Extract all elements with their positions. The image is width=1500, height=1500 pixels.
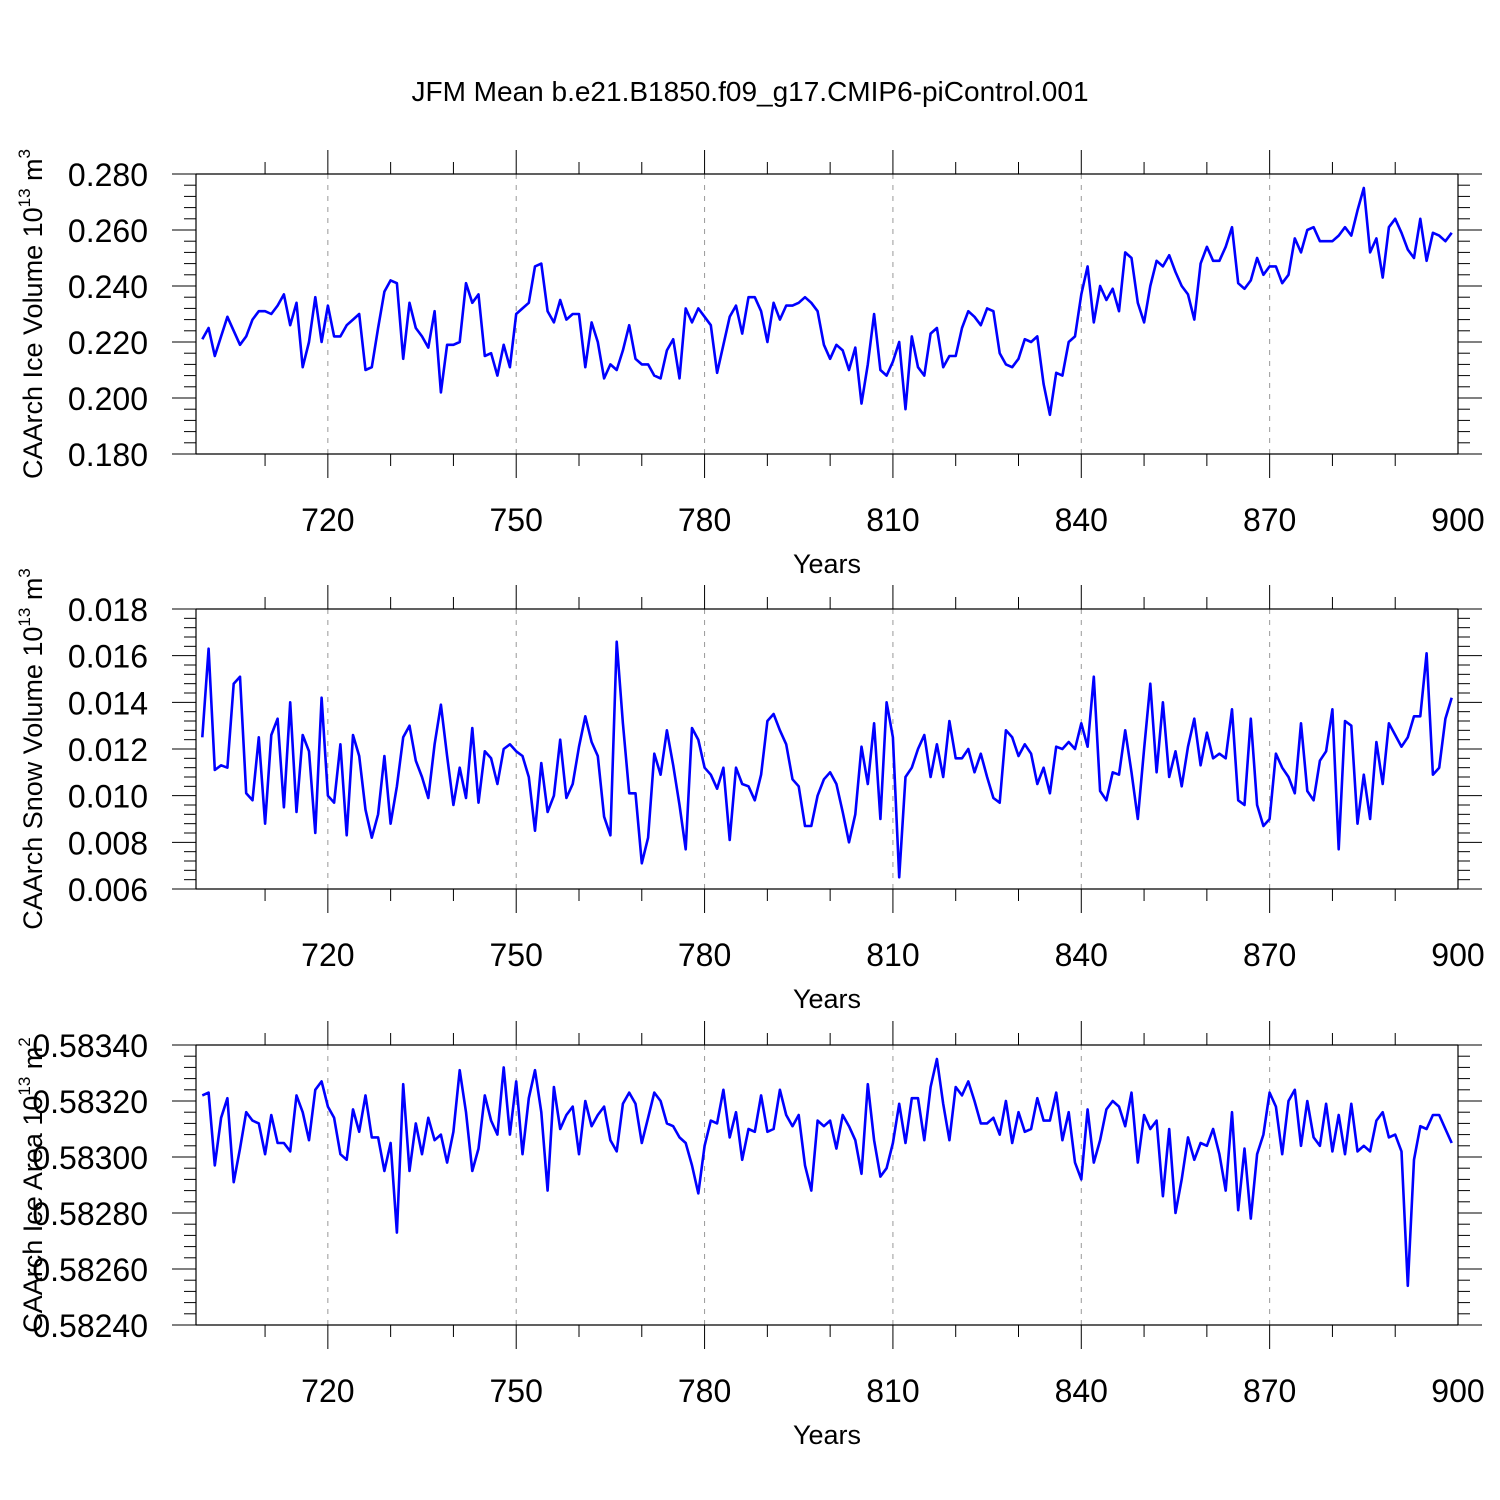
panel2-y-tick-label: 0.58240 xyxy=(32,1308,148,1344)
panel2-x-tick-label: 720 xyxy=(301,1373,354,1409)
panel1-x-tick-label: 840 xyxy=(1055,937,1108,973)
panel2-y-label-superscript: 2 xyxy=(15,1037,34,1046)
panel0-y-tick-label: 0.200 xyxy=(68,381,148,417)
panel2-x-tick-label: 810 xyxy=(866,1373,919,1409)
panel0-x-tick-label: 810 xyxy=(866,502,919,538)
panel1-x-tick-label: 900 xyxy=(1431,937,1484,973)
panel0-series-line xyxy=(201,186,1453,417)
panel1-y-label-superscript: 13 xyxy=(15,608,34,627)
panel0-x-tick-label: 840 xyxy=(1055,502,1108,538)
panel2-y-tick-label: 0.58340 xyxy=(32,1028,148,1064)
panel0-x-tick-label: 900 xyxy=(1431,502,1484,538)
panel2-x-tick-label: 750 xyxy=(490,1373,543,1409)
panel1-y-tick-label: 0.014 xyxy=(68,685,148,721)
panel0-x-tick-label: 780 xyxy=(678,502,731,538)
panel1-y-label-superscript: 3 xyxy=(15,568,34,577)
panel0-y-axis-label: CAArch Ice Volume 1013 m3 xyxy=(15,149,48,479)
panel1-series-line xyxy=(201,640,1453,879)
panel1-x-tick-label: 870 xyxy=(1243,937,1296,973)
panel0-x-tick-label: 870 xyxy=(1243,502,1296,538)
panel1-y-label-part: CAArch Snow Volume 10 xyxy=(18,627,48,930)
panel0-y-tick-label: 0.180 xyxy=(68,437,148,473)
panel1-y-tick-label: 0.012 xyxy=(68,732,148,768)
panel2-x-tick-label: 840 xyxy=(1055,1373,1108,1409)
panel2-x-axis-label: Years xyxy=(793,1420,861,1450)
panel0-y-label-superscript: 3 xyxy=(15,149,34,158)
panel1-y-tick-label: 0.008 xyxy=(68,825,148,861)
ice-volume-panel: 720 750 780 810 840 870 900 0.180 0.200 0.220 0.24… xyxy=(15,149,1485,579)
panel1-x-tick-label: 780 xyxy=(678,937,731,973)
chart-title: JFM Mean b.e21.B1850.f09_g17.CMIP6-piCon… xyxy=(411,76,1088,107)
panel0-y-label-part: CAArch Ice Volume 10 xyxy=(18,207,48,479)
panel0-x-tick-label: 750 xyxy=(490,502,543,538)
panel1-y-tick-label: 0.016 xyxy=(68,639,148,675)
panel1-x-tick-label: 750 xyxy=(490,937,543,973)
panel1-x-tick-label: 720 xyxy=(301,937,354,973)
panel1-y-axis-label: CAArch Snow Volume 1013 m3 xyxy=(15,568,48,930)
panel1-x-axis-label: Years xyxy=(793,984,861,1014)
panel2-y-axis-label: CAArch Ice Area 1013 m2 xyxy=(15,1037,48,1333)
panel1-x-tick-label: 810 xyxy=(866,937,919,973)
panel0-y-label-part: m xyxy=(18,158,48,188)
panel2-x-tick-label: 900 xyxy=(1431,1373,1484,1409)
panel0-y-tick-label: 0.280 xyxy=(68,157,148,193)
panel1-y-tick-label: 0.018 xyxy=(68,592,148,628)
panel2-x-tick-label: 780 xyxy=(678,1373,731,1409)
panel2-y-label-part: m xyxy=(18,1047,48,1077)
panel0-x-tick-label: 720 xyxy=(301,502,354,538)
panel0-y-tick-label: 0.220 xyxy=(68,325,148,361)
panel2-y-tick-label: 0.58300 xyxy=(32,1140,148,1176)
panel1-y-label-part: m xyxy=(18,578,48,608)
panel2-series-line xyxy=(201,1057,1453,1288)
panel0-y-tick-label: 0.260 xyxy=(68,213,148,249)
panel2-y-tick-label: 0.58280 xyxy=(32,1196,148,1232)
panel2-x-tick-label: 870 xyxy=(1243,1373,1296,1409)
panel0-y-label-superscript: 13 xyxy=(15,188,34,207)
panel1-y-tick-label: 0.006 xyxy=(68,872,148,908)
panel0-y-tick-label: 0.240 xyxy=(68,269,148,305)
snow-volume-panel: 720 750 780 810 840 870 900 0.006 0.008 0.010 0.01… xyxy=(15,568,1485,1014)
panel0-x-axis-label: Years xyxy=(793,549,861,579)
panel2-y-label-part: CAArch Ice Area 10 xyxy=(18,1096,48,1333)
panel1-y-tick-label: 0.010 xyxy=(68,779,148,815)
panel2-y-tick-label: 0.58320 xyxy=(32,1084,148,1120)
ice-area-panel: 720 750 780 810 840 870 900 0.58240 0.58260 0.582… xyxy=(15,1021,1485,1450)
panel2-y-tick-label: 0.58260 xyxy=(32,1252,148,1288)
panel2-y-label-superscript: 13 xyxy=(15,1077,34,1096)
